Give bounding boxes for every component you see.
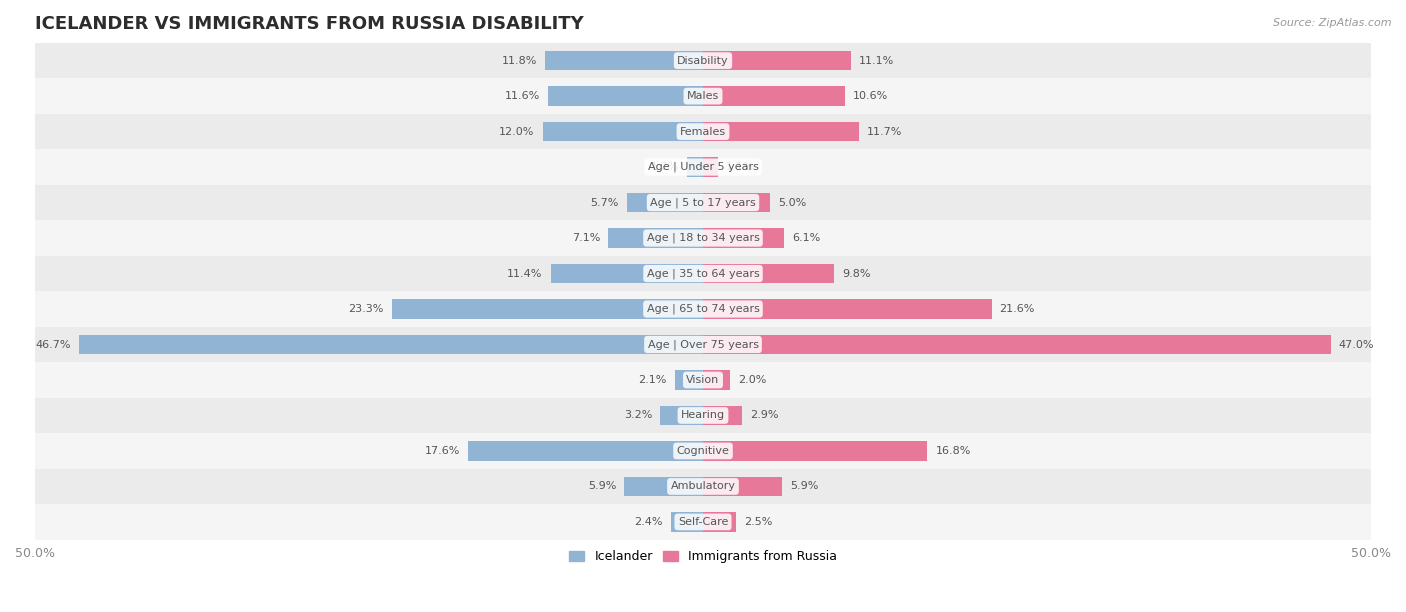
Text: 2.4%: 2.4% — [634, 517, 662, 527]
Bar — [703, 477, 782, 496]
Text: Ambulatory: Ambulatory — [671, 482, 735, 491]
Bar — [35, 43, 1371, 78]
Bar — [35, 149, 1371, 185]
Text: 5.0%: 5.0% — [778, 198, 806, 207]
Text: 2.0%: 2.0% — [738, 375, 766, 385]
Text: 12.0%: 12.0% — [499, 127, 534, 136]
Bar — [703, 228, 785, 248]
Text: Disability: Disability — [678, 56, 728, 65]
Text: Age | Over 75 years: Age | Over 75 years — [648, 339, 758, 349]
Bar — [624, 477, 703, 496]
Bar — [35, 398, 1371, 433]
Bar — [35, 114, 1371, 149]
Bar — [675, 370, 703, 390]
Bar — [546, 51, 703, 70]
Text: 1.2%: 1.2% — [651, 162, 679, 172]
Text: 11.4%: 11.4% — [508, 269, 543, 278]
Bar — [35, 220, 1371, 256]
Bar — [35, 185, 1371, 220]
Text: 11.6%: 11.6% — [505, 91, 540, 101]
Bar — [703, 157, 717, 177]
Bar — [35, 469, 1371, 504]
Text: Source: ZipAtlas.com: Source: ZipAtlas.com — [1274, 18, 1392, 28]
Text: Age | 18 to 34 years: Age | 18 to 34 years — [647, 233, 759, 244]
Bar — [551, 264, 703, 283]
Bar — [627, 193, 703, 212]
Text: 21.6%: 21.6% — [1000, 304, 1035, 314]
Bar — [703, 86, 845, 106]
Text: Age | 65 to 74 years: Age | 65 to 74 years — [647, 304, 759, 315]
Bar — [35, 291, 1371, 327]
Text: Vision: Vision — [686, 375, 720, 385]
Bar — [35, 504, 1371, 540]
Bar — [35, 78, 1371, 114]
Bar — [703, 51, 851, 70]
Bar — [703, 370, 730, 390]
Text: 46.7%: 46.7% — [35, 340, 72, 349]
Bar — [35, 433, 1371, 469]
Text: Males: Males — [688, 91, 718, 101]
Text: Cognitive: Cognitive — [676, 446, 730, 456]
Text: ICELANDER VS IMMIGRANTS FROM RUSSIA DISABILITY: ICELANDER VS IMMIGRANTS FROM RUSSIA DISA… — [35, 15, 583, 33]
Text: 5.9%: 5.9% — [588, 482, 616, 491]
Bar — [703, 193, 770, 212]
Bar — [703, 406, 742, 425]
Text: Females: Females — [681, 127, 725, 136]
Bar — [703, 122, 859, 141]
Bar — [688, 157, 703, 177]
Text: 2.9%: 2.9% — [749, 411, 779, 420]
Text: Age | 35 to 64 years: Age | 35 to 64 years — [647, 268, 759, 279]
Bar — [609, 228, 703, 248]
Text: 17.6%: 17.6% — [425, 446, 460, 456]
Bar — [35, 256, 1371, 291]
Text: 11.1%: 11.1% — [859, 56, 894, 65]
Text: 1.1%: 1.1% — [725, 162, 754, 172]
Text: 11.8%: 11.8% — [502, 56, 537, 65]
Legend: Icelander, Immigrants from Russia: Icelander, Immigrants from Russia — [564, 545, 842, 568]
Text: Hearing: Hearing — [681, 411, 725, 420]
Text: 23.3%: 23.3% — [349, 304, 384, 314]
Text: Self-Care: Self-Care — [678, 517, 728, 527]
Bar — [661, 406, 703, 425]
Bar — [703, 441, 928, 461]
Text: 9.8%: 9.8% — [842, 269, 870, 278]
Text: 16.8%: 16.8% — [935, 446, 970, 456]
Bar — [468, 441, 703, 461]
Bar — [35, 362, 1371, 398]
Bar — [703, 335, 1331, 354]
Bar — [392, 299, 703, 319]
Text: 6.1%: 6.1% — [793, 233, 821, 243]
Bar — [703, 264, 834, 283]
Text: 10.6%: 10.6% — [852, 91, 887, 101]
Bar — [703, 299, 991, 319]
Text: 7.1%: 7.1% — [572, 233, 600, 243]
Bar — [548, 86, 703, 106]
Bar — [671, 512, 703, 532]
Text: 2.1%: 2.1% — [638, 375, 666, 385]
Bar — [703, 512, 737, 532]
Bar — [543, 122, 703, 141]
Text: Age | Under 5 years: Age | Under 5 years — [648, 162, 758, 173]
Bar — [79, 335, 703, 354]
Text: 3.2%: 3.2% — [624, 411, 652, 420]
Bar — [35, 327, 1371, 362]
Text: 5.9%: 5.9% — [790, 482, 818, 491]
Text: 11.7%: 11.7% — [868, 127, 903, 136]
Text: 47.0%: 47.0% — [1339, 340, 1375, 349]
Text: Age | 5 to 17 years: Age | 5 to 17 years — [650, 197, 756, 208]
Text: 5.7%: 5.7% — [591, 198, 619, 207]
Text: 2.5%: 2.5% — [744, 517, 773, 527]
